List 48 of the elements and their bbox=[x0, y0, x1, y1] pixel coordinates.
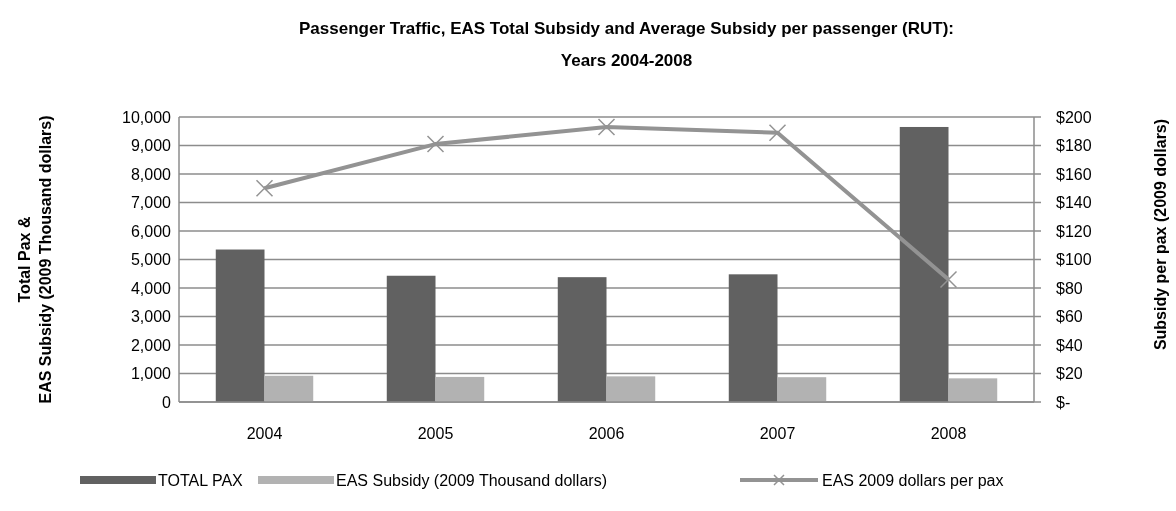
y2-tick-label: $80 bbox=[1056, 279, 1083, 297]
y-tick-label: 8,000 bbox=[130, 165, 172, 183]
bar bbox=[948, 378, 998, 402]
x-tick-label: 2006 bbox=[588, 425, 625, 442]
y-tick-label: 6,000 bbox=[130, 222, 172, 240]
y2-tick-label: $160 bbox=[1056, 165, 1092, 183]
y-tick-label: 10,000 bbox=[122, 108, 172, 126]
legend-label: EAS 2009 dollars per pax bbox=[822, 471, 1004, 489]
point bbox=[426, 135, 445, 153]
y2-tick-label: $20 bbox=[1056, 365, 1083, 383]
y-tick-label: 1,000 bbox=[130, 365, 172, 383]
x-tick-label: 2004 bbox=[246, 425, 283, 442]
y-tick-label: 3,000 bbox=[130, 308, 172, 326]
point bbox=[768, 123, 787, 142]
y2-tick-label: $180 bbox=[1056, 137, 1092, 155]
y-axis-title: Total Pax & EAS Subsidy (2009 Thousand dollars) bbox=[15, 115, 54, 404]
y2-tick-label: $140 bbox=[1056, 194, 1092, 212]
y2-tick-label: $40 bbox=[1056, 336, 1083, 354]
y-tick-label: 2,000 bbox=[130, 336, 172, 354]
legend-label: TOTAL PAX bbox=[158, 471, 244, 489]
bar bbox=[728, 274, 778, 402]
bar bbox=[777, 377, 827, 402]
y2-tick-label: $120 bbox=[1056, 222, 1092, 240]
y2-tick-label: $- bbox=[1056, 393, 1071, 411]
y2-tick-label: $100 bbox=[1056, 251, 1092, 269]
bar bbox=[899, 126, 949, 402]
bar bbox=[386, 275, 436, 402]
chart-title: Passenger Traffic, EAS Total Subsidy and Average Subsidy per passenger (RUT): Years 2004-2008 bbox=[299, 19, 954, 70]
point bbox=[597, 118, 616, 136]
y-tick-label: 7,000 bbox=[130, 194, 172, 212]
bar bbox=[606, 376, 656, 402]
x-tick-label: 2007 bbox=[759, 425, 796, 442]
bar bbox=[557, 277, 607, 402]
x-tick-label: 2005 bbox=[417, 425, 454, 442]
point bbox=[255, 179, 274, 197]
bar bbox=[435, 376, 485, 402]
y2-axis-title: Subsidy per pax (2009 dollars) bbox=[1151, 118, 1169, 351]
y2-tick-label: $60 bbox=[1056, 308, 1083, 326]
y2-tick-label: $200 bbox=[1056, 108, 1092, 126]
bar bbox=[215, 249, 265, 402]
y-tick-label: 5,000 bbox=[130, 251, 172, 269]
y-tick-label: 9,000 bbox=[130, 137, 172, 155]
legend-label: EAS Subsidy (2009 Thousand dollars) bbox=[336, 471, 607, 489]
point bbox=[939, 270, 958, 289]
bar bbox=[264, 375, 314, 402]
x-tick-label: 2008 bbox=[930, 425, 967, 442]
y-tick-label: 4,000 bbox=[130, 279, 172, 297]
y-tick-label: 0 bbox=[162, 393, 172, 411]
